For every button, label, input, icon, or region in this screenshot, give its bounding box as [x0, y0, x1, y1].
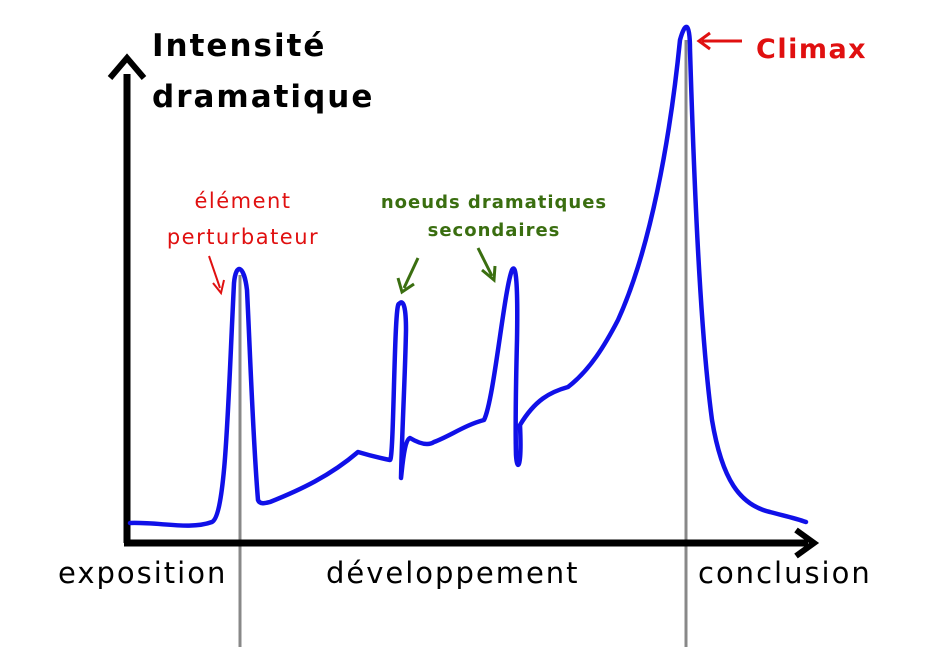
- climax-arrow: [696, 31, 742, 51]
- phase-label-developpement: développement: [326, 556, 580, 590]
- y-axis-title-line-2: dramatique: [152, 79, 374, 115]
- secondary-node-arrow-left: [396, 257, 420, 295]
- secondary-nodes-label-line-1: noeuds dramatiques: [381, 192, 607, 213]
- inciting-incident-arrow: [208, 255, 225, 296]
- y-axis-title-line-1: Intensité: [152, 28, 326, 64]
- y-axis-arrowhead: [107, 53, 147, 80]
- inciting-incident-label-line-1: élément: [194, 189, 291, 213]
- x-axis-arrowhead: [794, 527, 820, 559]
- dramatic-intensity-curve: [127, 24, 809, 528]
- axes: [107, 53, 820, 559]
- climax-label: Climax: [756, 34, 867, 65]
- secondary-node-arrow-right: [476, 247, 497, 284]
- phase-label-conclusion: conclusion: [698, 556, 872, 590]
- secondary-nodes-label-line-2: secondaires: [428, 220, 561, 241]
- inciting-incident-label-line-2: perturbateur: [167, 225, 319, 249]
- phase-label-exposition: exposition: [58, 556, 227, 590]
